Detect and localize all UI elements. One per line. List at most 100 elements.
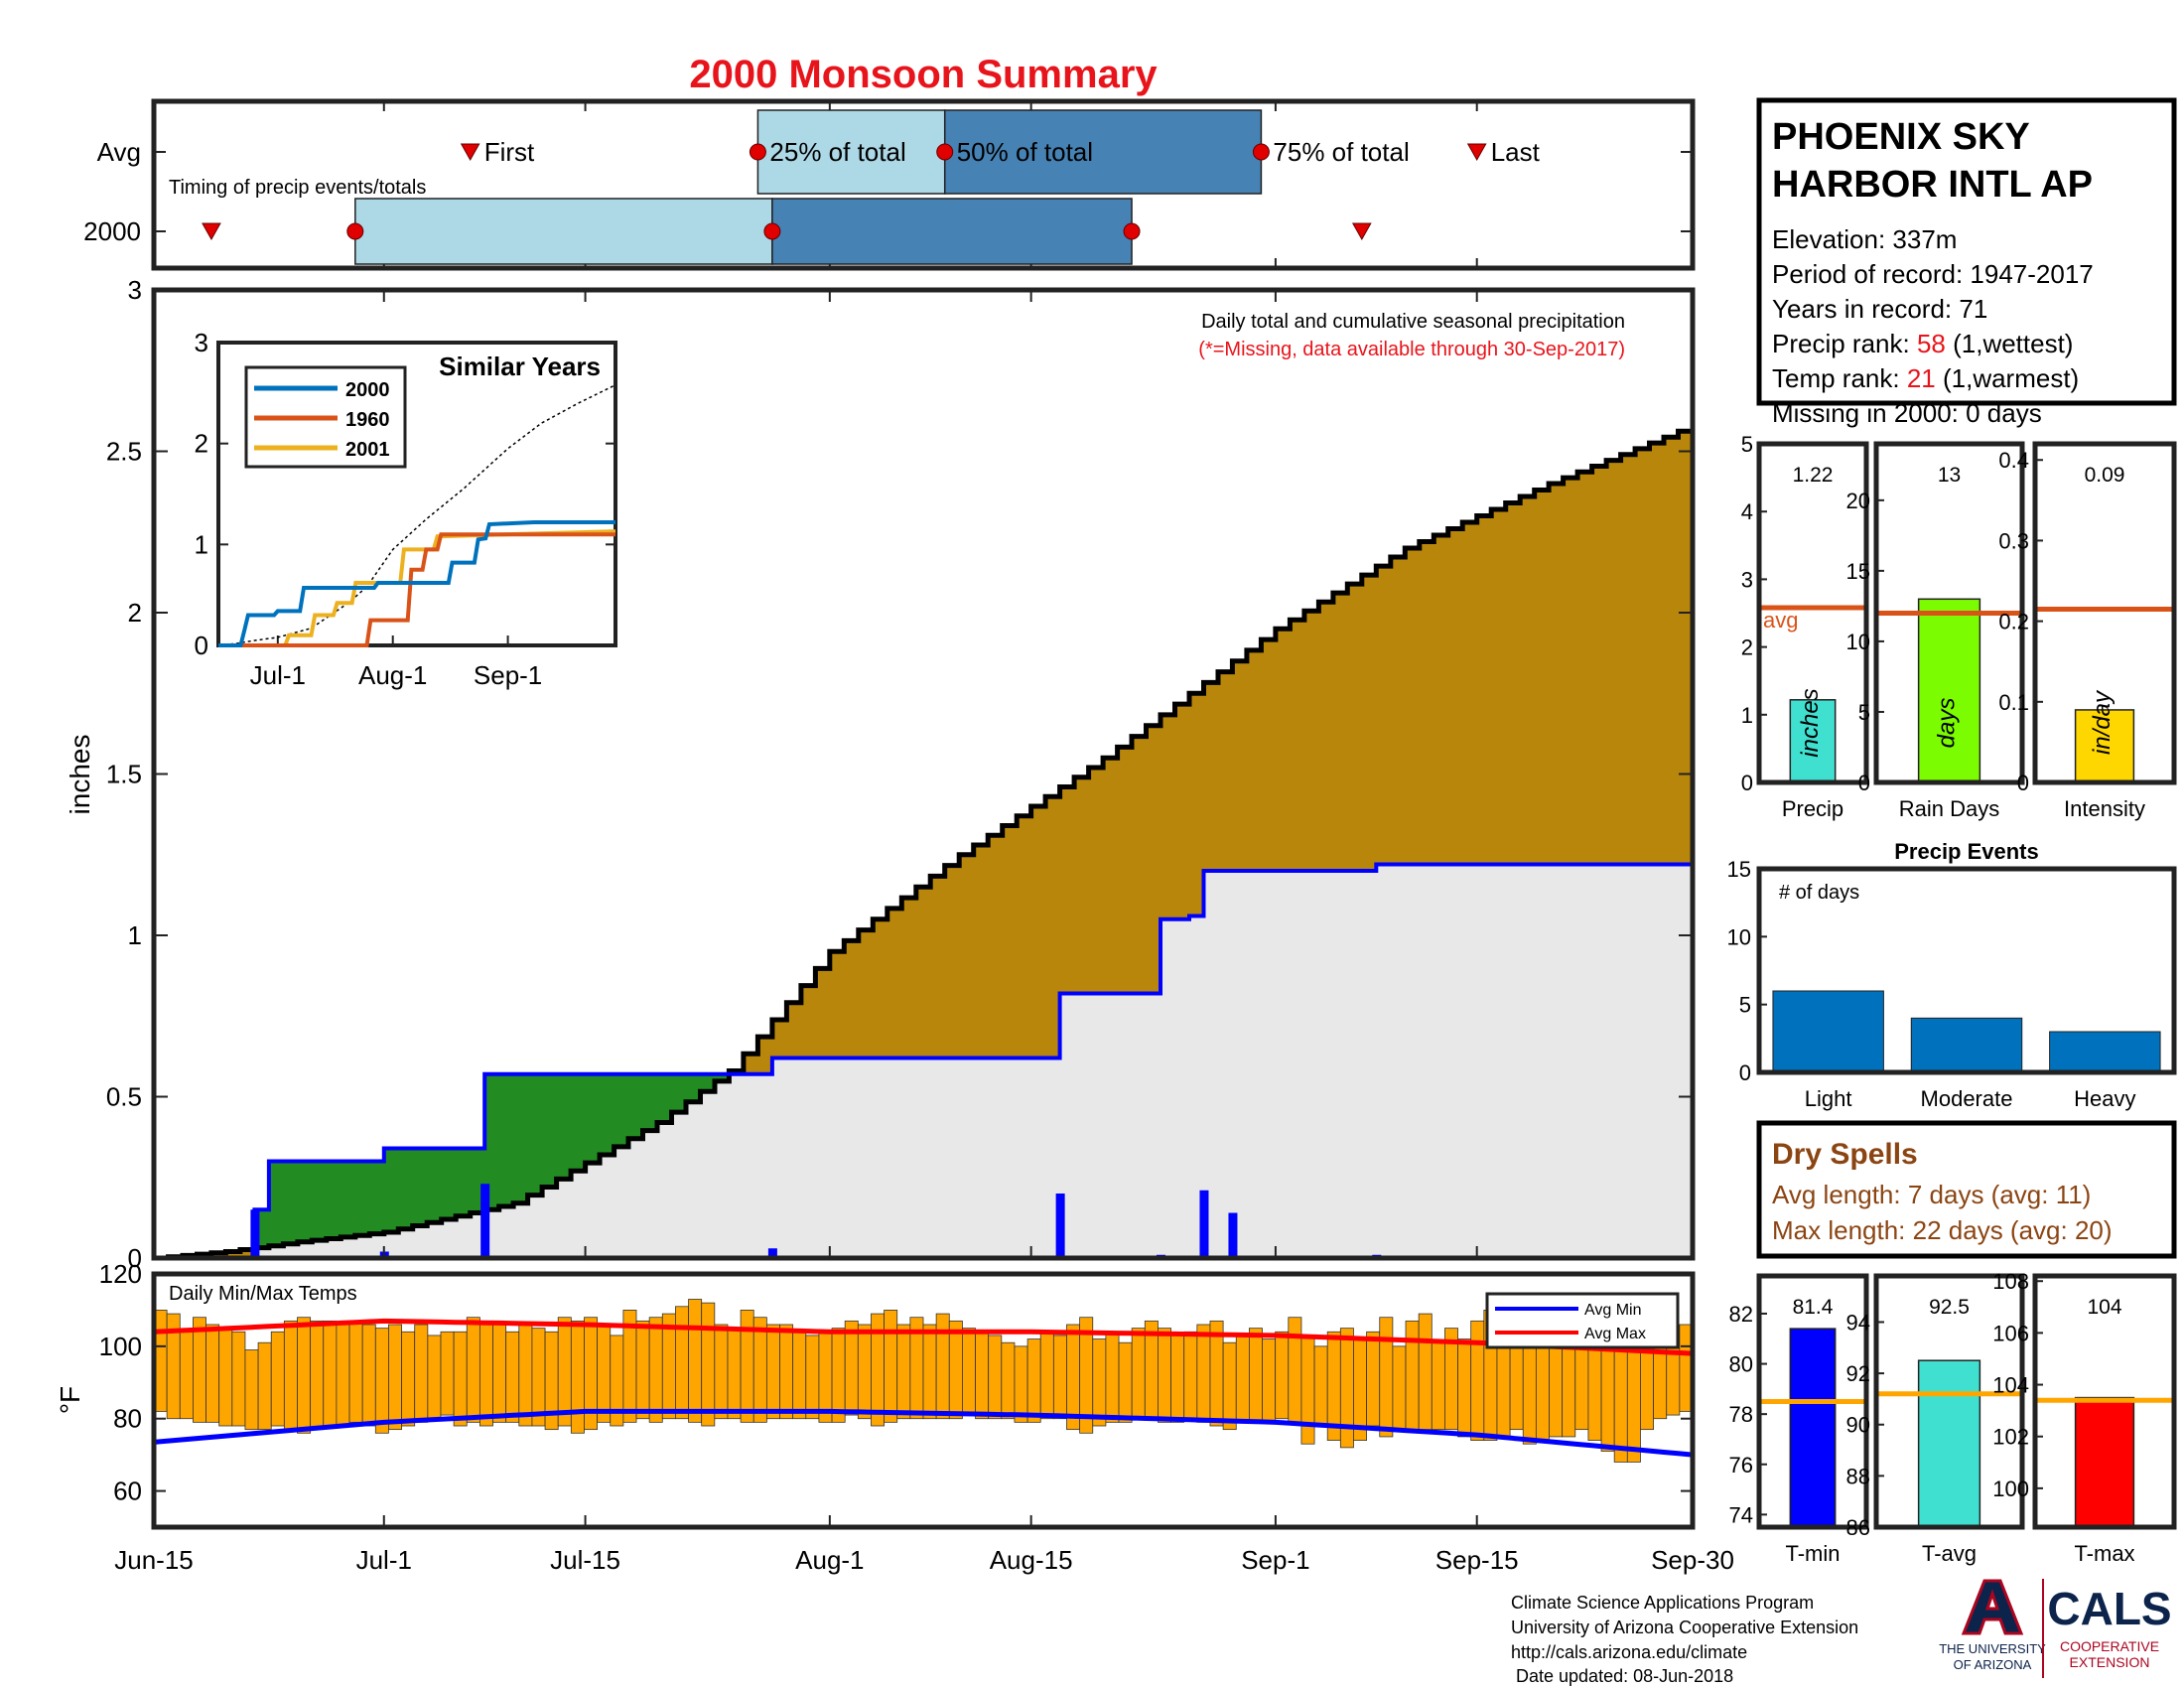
temp-range-bar	[1587, 1345, 1602, 1441]
temp-range-bar	[714, 1324, 729, 1420]
temp-range-bar	[1118, 1341, 1133, 1423]
daily-temps-panel: 60 80 100 120 Jun-15 Jul-1 Jul-15 Aug-1 Aug-15 Se…	[55, 1259, 1734, 1575]
tmax-stat-ytick-label: 102	[1992, 1425, 2029, 1450]
precip-events-panel: Light Moderate Heavy 0 5 10 15 Precip Events # o…	[1727, 839, 2177, 1111]
inset-xtick-label: Jul-1	[250, 660, 306, 690]
events-ytick-label: 10	[1727, 924, 1751, 949]
temp-range-bar	[1196, 1324, 1211, 1423]
tavg-stat-ytick-label: 86	[1846, 1515, 1870, 1540]
temp-range-bar	[1339, 1328, 1354, 1449]
temp-range-bar	[323, 1320, 338, 1427]
raindays-stat-value-label: 13	[1938, 464, 1961, 487]
dry-spells-title: Dry Spells	[1772, 1138, 1918, 1171]
university-of-arizona-logo: THE UNIVERSITY OF ARIZONA CALS COOPERATI…	[1939, 1579, 2172, 1678]
intensity-stat-category-label: Intensity	[2064, 796, 2145, 821]
temp-range-bar	[727, 1328, 742, 1420]
temp-range-bar	[1052, 1335, 1067, 1420]
date-axis-label: Sep-15	[1435, 1545, 1519, 1575]
station-period: Period of record: 1947-2017	[1772, 259, 2094, 289]
event-category-label: Moderate	[1921, 1086, 2013, 1111]
inset-series-line-1960	[218, 532, 615, 647]
daily-precip-bar	[250, 1209, 260, 1258]
date-axis-label: Jun-15	[114, 1545, 194, 1575]
temp-range-bar	[401, 1331, 416, 1427]
main-ytick-label: 1.5	[106, 760, 142, 789]
temps-legend-label: Avg Max	[1584, 1326, 1646, 1342]
timing-year-marker-q50	[763, 222, 781, 240]
footer-line-2: University of Arizona Cooperative Extens…	[1511, 1618, 1858, 1637]
station-precip-rank: Precip rank: 58 (1,wettest)	[1772, 329, 2073, 358]
inset-legend-label-1960: 1960	[345, 409, 390, 431]
temps-ytick-label: 80	[113, 1404, 142, 1434]
tavg-stat-value-bar	[1917, 1359, 1981, 1528]
precip-stat-category-label: Precip	[1782, 796, 1843, 821]
precip-stat-ytick-label: 3	[1741, 567, 1753, 592]
temp-range-bar	[1131, 1328, 1146, 1420]
precip-stat-value-bar	[1789, 699, 1837, 783]
tmin-stat-value-bar	[1789, 1328, 1837, 1528]
temp-range-bar	[478, 1320, 493, 1427]
station-name-line-1: PHOENIX SKY	[1772, 116, 2030, 158]
events-ytick-label: 0	[1739, 1060, 1751, 1085]
station-missing: Missing in 2000: 0 days	[1772, 398, 2042, 428]
tmin-stat-category-label: T-min	[1786, 1541, 1841, 1566]
raindays-stat-ytick-label: 20	[1846, 489, 1870, 513]
timing-year-marker-q75	[1123, 222, 1141, 240]
timing-avg-label-q50: 50% of total	[957, 137, 1093, 167]
temp-range-bar	[752, 1317, 767, 1423]
date-axis-label: Jul-15	[550, 1545, 620, 1575]
temp-range-bar	[297, 1317, 312, 1434]
temps-title: Daily Min/Max Temps	[169, 1283, 357, 1305]
event-bar-heavy	[2049, 1031, 2161, 1073]
temp-range-bar	[831, 1328, 846, 1423]
precip-stat-ytick-label: 4	[1741, 499, 1753, 524]
main-ytick-label: 1	[128, 920, 142, 950]
temp-range-bar	[453, 1331, 468, 1427]
daily-precip-bar	[480, 1184, 490, 1258]
main-chart-note: (*=Missing, data available through 30-Se…	[1198, 339, 1625, 360]
raindays-stat-ytick-label: 0	[1858, 771, 1870, 795]
temp-range-bar	[1039, 1331, 1054, 1420]
tmax-stat-ytick-label: 100	[1992, 1477, 2029, 1501]
temp-range-bar	[884, 1310, 898, 1423]
temp-range-bar	[257, 1341, 272, 1431]
intensity-stat-unit-label: in/day	[2089, 689, 2116, 755]
temp-range-bar	[675, 1306, 689, 1420]
temp-range-bar	[792, 1331, 807, 1420]
footer-credits: Climate Science Applications Program Uni…	[1511, 1593, 1858, 1686]
main-ylabel: inches	[65, 735, 95, 815]
ua-logo-text-1: THE UNIVERSITY	[1939, 1641, 2046, 1656]
raindays-stat-category-label: Rain Days	[1899, 796, 1999, 821]
timing-year-triangle-last	[1351, 222, 1372, 241]
cals-logo-title: CALS	[2047, 1583, 2171, 1634]
tavg-stat-frame	[1873, 1273, 2025, 1530]
temp-range-bar	[779, 1324, 794, 1420]
raindays-stat-frame	[1873, 441, 2025, 785]
events-title: Precip Events	[1894, 839, 2039, 864]
temp-range-bar	[975, 1331, 990, 1420]
timing-avg-box-25-50	[756, 109, 946, 195]
timing-avg-triangle-first	[460, 143, 480, 162]
temp-range-bar	[597, 1324, 612, 1423]
temp-range-bar	[1535, 1338, 1550, 1441]
cals-logo-sub-1: COOPERATIVE	[2060, 1638, 2159, 1654]
tavg-stat-ytick-label: 94	[1846, 1310, 1870, 1335]
temp-range-bar	[1170, 1335, 1185, 1423]
timing-annotation: Timing of precip events/totals	[169, 177, 426, 199]
temp-range-bar	[805, 1335, 820, 1420]
temp-range-bar	[1640, 1341, 1654, 1431]
tavg-stat-ytick-label: 90	[1846, 1413, 1870, 1438]
intensity-stat-ytick-label: 0.4	[1998, 448, 2029, 473]
temp-range-bar	[414, 1324, 429, 1423]
arizona-a-logo-icon	[1961, 1579, 2024, 1635]
date-axis-label: Aug-15	[990, 1545, 1073, 1575]
precip-stat-ytick-label: 0	[1741, 771, 1753, 795]
avg-min-temp-line	[153, 1408, 1694, 1458]
temp-range-bar	[844, 1320, 859, 1416]
avg-max-temp-line	[153, 1318, 1694, 1356]
intensity-stat-panel: 0 0.1 0.2 0.3 0.4 0.09 Intensity in/day	[1998, 441, 2177, 821]
events-frame	[1756, 866, 2177, 1075]
tmin-stat-ytick-label: 80	[1729, 1352, 1753, 1377]
intensity-stat-ytick-label: 0.2	[1998, 610, 2029, 634]
temp-range-bar	[1092, 1338, 1107, 1427]
